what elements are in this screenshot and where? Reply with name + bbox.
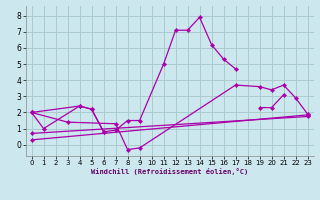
X-axis label: Windchill (Refroidissement éolien,°C): Windchill (Refroidissement éolien,°C): [91, 168, 248, 175]
